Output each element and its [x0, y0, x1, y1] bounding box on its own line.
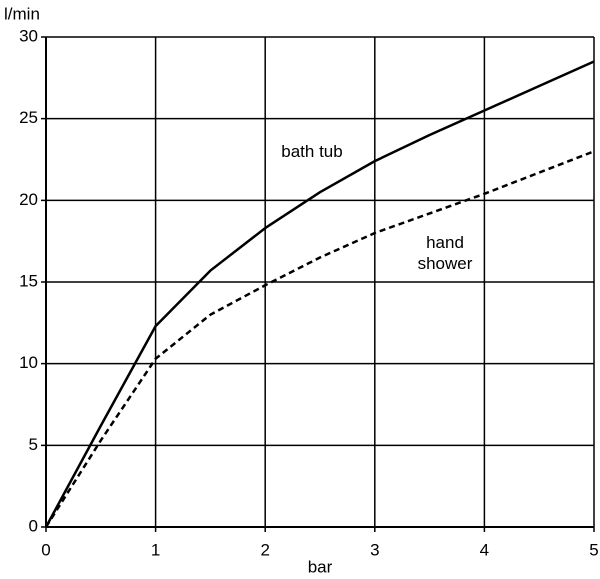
y-tick-label: 25	[19, 108, 38, 127]
y-tick-label: 15	[19, 271, 38, 290]
y-tick-label: 0	[29, 516, 38, 535]
series-line	[44, 150, 595, 528]
y-tick-label: 5	[29, 435, 38, 454]
x-tick-label: 2	[260, 540, 269, 559]
x-tick-label: 1	[151, 540, 160, 559]
x-tick-label: 4	[480, 540, 489, 559]
series-annotation: hand shower	[417, 233, 473, 273]
y-axis-label: l/min	[4, 4, 40, 23]
x-tick-label: 3	[370, 540, 379, 559]
series-line	[44, 60, 595, 528]
x-tick-label: 5	[589, 540, 598, 559]
x-tick-label: 0	[41, 540, 50, 559]
y-tick-label: 30	[19, 26, 38, 45]
y-tick-label: 10	[19, 353, 38, 372]
x-axis-label: bar	[308, 557, 333, 576]
y-tick-label: 20	[19, 190, 38, 209]
series-annotation: bath tub	[281, 142, 343, 161]
